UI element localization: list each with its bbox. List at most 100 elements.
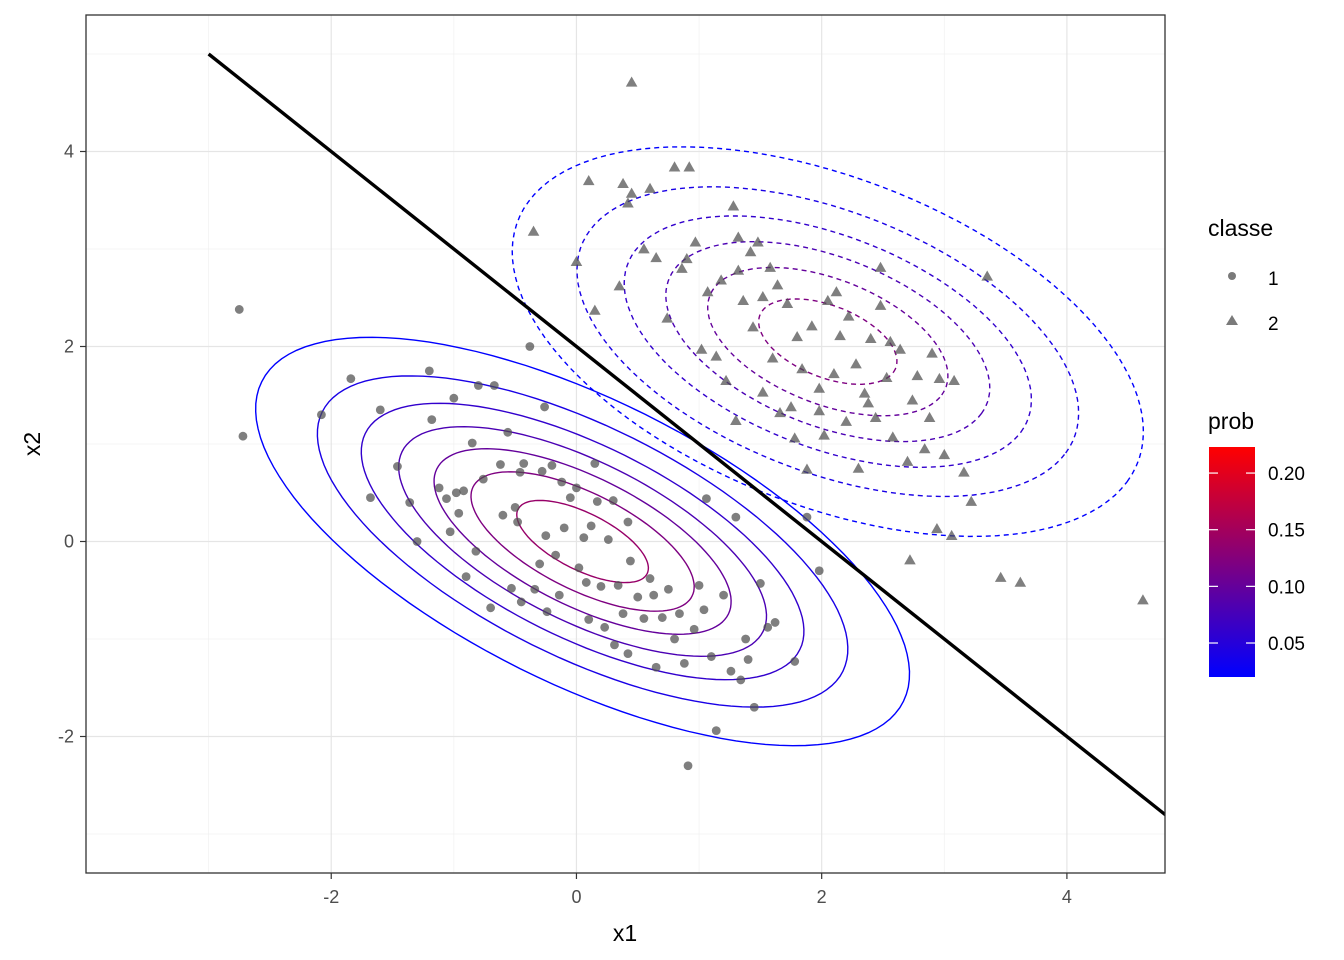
point-class-2: [981, 270, 994, 281]
point-class-2: [625, 76, 638, 87]
point-class-1: [525, 342, 535, 351]
legend-classe-title: classe: [1208, 215, 1273, 241]
colorbar-ticks: 0.05 0.10 0.15 0.20: [1209, 464, 1305, 655]
point-class-2: [727, 200, 740, 211]
contour-line-class-1: [254, 336, 911, 747]
point-class-2: [948, 374, 960, 385]
point-class-1: [586, 521, 596, 531]
y-axis-title: x2: [19, 432, 45, 456]
point-class-1: [689, 624, 699, 634]
x-tick-label: 4: [1062, 887, 1072, 907]
legend-classe-label-1: 1: [1268, 269, 1279, 290]
point-class-1: [541, 531, 551, 541]
point-class-1: [542, 607, 552, 617]
point-class-1: [234, 305, 244, 314]
decision-boundary: [207, 52, 1165, 817]
point-class-1: [238, 431, 248, 441]
point-class-1: [719, 590, 728, 600]
point-class-1: [557, 477, 567, 487]
point-class-2: [1014, 576, 1027, 587]
point-class-2: [906, 394, 919, 405]
point-class-2: [813, 405, 826, 416]
point-class-1: [478, 474, 488, 484]
x-tick-label: 0: [571, 887, 581, 907]
point-class-1: [645, 574, 655, 583]
point-class-1: [449, 393, 459, 403]
point-class-1: [623, 517, 633, 527]
contour-line-class-2: [623, 215, 1033, 469]
contour-line-class-2: [706, 266, 949, 417]
point-class-2: [850, 358, 862, 369]
contour-line-class-2: [576, 186, 1080, 498]
point-class-2: [791, 330, 803, 342]
point-class-2: [676, 262, 688, 273]
point-class-2: [901, 455, 914, 466]
point-class-2: [945, 529, 958, 540]
point-class-2: [880, 371, 893, 383]
point-class-2: [834, 329, 846, 341]
point-class-2: [785, 401, 797, 412]
point-class-1: [736, 675, 746, 685]
point-class-1: [516, 597, 526, 607]
point-class-1: [649, 590, 659, 600]
point-class-1: [814, 566, 824, 576]
point-class-1: [317, 410, 326, 420]
point-class-2: [918, 443, 931, 454]
point-class-2: [813, 382, 826, 393]
point-class-1: [574, 563, 584, 573]
point-class-2: [757, 290, 769, 302]
point-class-2: [625, 187, 638, 198]
point-class-2: [771, 279, 784, 290]
point-class-1: [547, 461, 557, 470]
y-tick-label: 0: [64, 532, 74, 552]
minor-gridlines: [86, 15, 1165, 873]
point-class-2: [886, 431, 899, 442]
contour-line-class-1: [397, 425, 768, 658]
point-class-1: [530, 584, 540, 594]
point-class-2: [582, 174, 595, 186]
contour-line-class-2: [757, 298, 898, 385]
panel-border: [85, 14, 1166, 874]
point-class-2: [884, 335, 897, 346]
legend-classe-label-2: 2: [1268, 314, 1279, 335]
point-class-1: [393, 462, 402, 471]
axis-ticks: [80, 150, 1068, 879]
point-class-1: [554, 590, 564, 600]
point-class-2: [747, 321, 759, 332]
point-class-2: [933, 372, 946, 384]
point-class-1: [763, 622, 773, 632]
point-class-2: [757, 386, 769, 397]
point-class-2: [737, 294, 750, 306]
point-class-1: [610, 640, 619, 650]
point-class-1: [489, 381, 499, 390]
major-gridlines: [86, 15, 1165, 873]
point-class-2: [801, 463, 813, 474]
colorbar: [1209, 447, 1255, 677]
point-class-2: [1137, 594, 1149, 605]
point-class-1: [572, 483, 581, 493]
point-class-1: [412, 537, 422, 546]
point-class-1: [366, 493, 375, 503]
point-class-1: [513, 517, 522, 527]
point-class-2: [874, 261, 887, 272]
point-class-2: [730, 414, 742, 425]
y-tick-label: 2: [64, 337, 74, 357]
point-class-2: [638, 243, 650, 254]
colorbar-label: 0.05: [1268, 634, 1305, 655]
point-class-2: [661, 312, 673, 323]
point-class-1: [565, 493, 575, 503]
point-class-2: [695, 343, 708, 354]
point-class-1: [503, 427, 513, 437]
point-class-1: [434, 483, 444, 493]
contour-line-class-2: [511, 146, 1145, 538]
point-class-2: [842, 310, 855, 321]
point-class-1: [507, 583, 516, 593]
point-class-1: [346, 374, 356, 384]
point-class-1: [694, 580, 704, 590]
point-class-1: [424, 366, 434, 376]
point-class-2: [752, 236, 764, 247]
point-class-2: [869, 411, 882, 423]
point-class-2: [965, 495, 978, 506]
point-class-2: [958, 466, 970, 477]
point-class-2: [774, 407, 786, 418]
